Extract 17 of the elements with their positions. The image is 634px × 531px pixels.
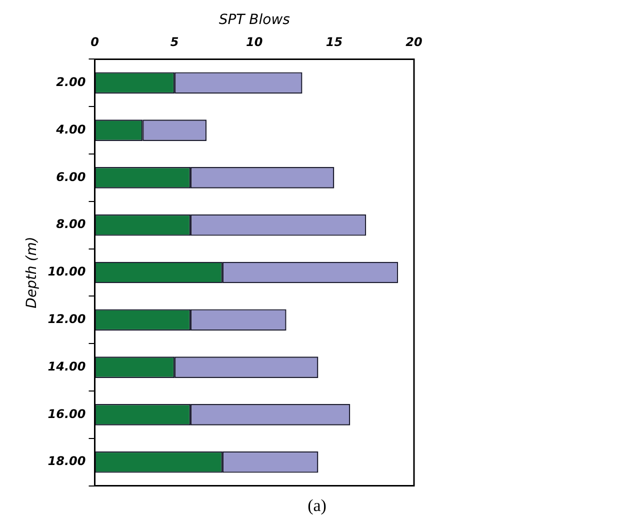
x-tick-label: 10	[246, 35, 263, 50]
y-tick-label: 4.00	[55, 122, 86, 136]
text: (a)	[306, 496, 328, 516]
y-tick-label: 16.00	[48, 406, 86, 421]
x-tick-label: 0	[90, 35, 99, 50]
y-axis-title: Depth (m)	[24, 236, 40, 308]
y-tick-label: 8.00	[56, 217, 86, 232]
y-tick-label: 2.00	[56, 75, 86, 90]
y-tick-label: 18.00	[48, 454, 86, 468]
x-axis-title: SPT Blows	[218, 12, 290, 28]
y-tick-label: 6.00	[56, 170, 86, 184]
x-tick-label: 5	[170, 35, 179, 50]
y-tick-label: 10.00	[48, 264, 86, 279]
y-tick-label: 14.00	[48, 359, 86, 374]
x-tick-label: 20	[406, 35, 422, 50]
y-tick-label: 12.00	[48, 312, 86, 326]
x-tick-label: 15	[326, 35, 343, 50]
